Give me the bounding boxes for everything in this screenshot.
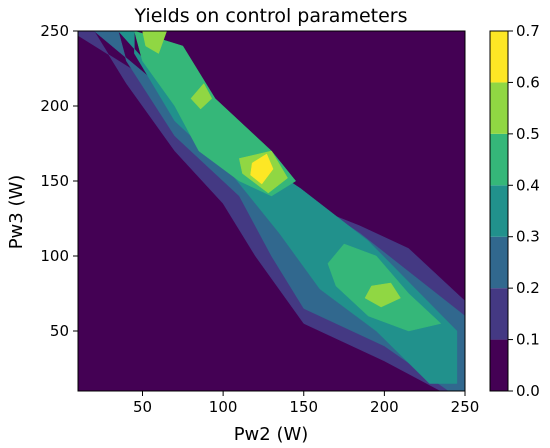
colorbar: 0.0 0.1 0.2 0.3 0.4 0.5 0.6 0.7: [489, 22, 540, 400]
contour-plot-area: [77, 30, 466, 392]
colorbar-band-5: [490, 82, 508, 134]
y-axis: 50 100 150 200 250: [40, 22, 78, 340]
colorbar-tick-label-0: 0.0: [516, 382, 540, 400]
colorbar-band-1: [490, 288, 508, 340]
colorbar-band-4: [490, 133, 508, 186]
y-tick-label-100: 100: [40, 247, 69, 265]
x-axis: 50 100 150 200 250: [133, 391, 479, 416]
y-tick-label-150: 150: [40, 172, 69, 190]
chart-title: Yields on control parameters: [134, 5, 408, 27]
contour-region-level-5-8: [364, 282, 401, 308]
colorbar-band-3: [490, 185, 508, 237]
y-tick-label-50: 50: [50, 322, 69, 340]
x-tick-label-100: 100: [209, 398, 238, 416]
colorbar-band-6: [490, 31, 508, 83]
contour-region-level-6-9: [250, 153, 274, 185]
y-axis-label: Pw3 (W): [6, 175, 27, 250]
x-tick-label-250: 250: [451, 398, 480, 416]
y-tick-label-250: 250: [40, 22, 69, 40]
plot-frame: [77, 30, 466, 392]
x-tick-label-150: 150: [289, 398, 318, 416]
x-tick-label-200: 200: [370, 398, 399, 416]
colorbar-band-2: [490, 236, 508, 289]
colorbar-frame: [489, 30, 509, 392]
x-axis-label: Pw2 (W): [234, 424, 309, 445]
colorbar-tick-label-2: 0.2: [516, 279, 540, 297]
y-tick-label-200: 200: [40, 97, 69, 115]
colorbar-band-0: [490, 339, 508, 391]
colorbar-tick-label-1: 0.1: [516, 331, 540, 349]
x-tick-label-50: 50: [133, 398, 152, 416]
contour-region-level-5-6: [190, 83, 213, 110]
colorbar-tick-label-7: 0.7: [516, 22, 540, 40]
colorbar-tick-label-6: 0.6: [516, 73, 540, 91]
colorbar-tick-label-4: 0.4: [516, 176, 540, 194]
colorbar-tick-label-5: 0.5: [516, 125, 540, 143]
colorbar-tick-label-3: 0.3: [516, 228, 540, 246]
